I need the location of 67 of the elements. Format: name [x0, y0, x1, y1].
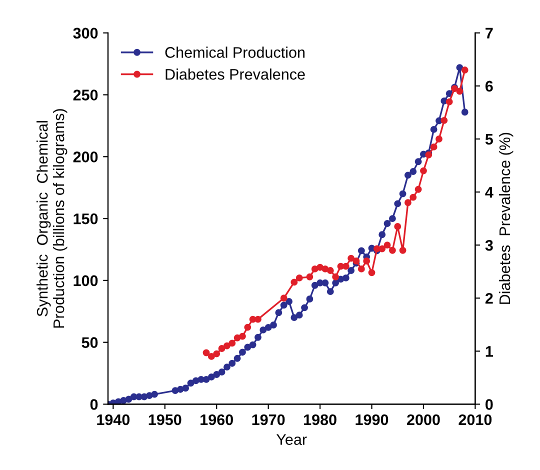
y-tick-label: 150 — [74, 213, 98, 224]
point — [358, 265, 365, 272]
point — [363, 258, 370, 264]
y2-tick-label: 7 — [486, 28, 493, 38]
x-tick-label: 1950 — [148, 414, 182, 426]
point — [410, 194, 417, 201]
point — [228, 340, 236, 347]
point — [461, 66, 468, 74]
x-tick-label: 2000 — [407, 414, 440, 426]
point — [296, 274, 303, 282]
point — [208, 352, 215, 360]
y-tick-label: 50 — [82, 337, 98, 348]
y2-tick-label: 3 — [485, 240, 493, 251]
x-tick-label: 1940 — [97, 414, 130, 426]
point — [436, 136, 442, 142]
point — [238, 332, 246, 340]
y-tick-label: 100 — [74, 275, 98, 286]
y-tick-label: 250 — [73, 90, 98, 100]
point — [254, 316, 262, 323]
x-tick-label: 1960 — [200, 414, 233, 426]
point — [322, 265, 329, 272]
legend-label: Chemical Production — [165, 46, 304, 58]
point — [456, 88, 464, 95]
point — [430, 143, 438, 150]
x-axis-title: Year — [276, 434, 307, 445]
y2-axis-title: Diabetes Prevalence (%) — [498, 132, 514, 304]
point — [213, 350, 220, 358]
point — [414, 186, 422, 193]
point — [342, 262, 350, 270]
y-tick-label: 200 — [73, 152, 98, 162]
y2-tick-label: 0 — [486, 399, 493, 410]
point — [223, 342, 230, 350]
point — [311, 265, 318, 272]
y2-tick-label: 1 — [486, 346, 493, 357]
point — [326, 267, 334, 274]
point — [348, 254, 355, 262]
x-tick-label: 2010 — [458, 414, 492, 426]
point — [244, 324, 252, 331]
point — [368, 269, 376, 276]
point — [446, 98, 453, 106]
y-tick-label: 0 — [90, 399, 98, 410]
point — [378, 245, 386, 252]
y2-tick-label: 2 — [485, 292, 493, 304]
y2-tick-label: 6 — [485, 80, 493, 92]
point — [316, 264, 324, 271]
point — [440, 116, 448, 124]
y-axis-title: Synthetic Organic Chemical Production (billions of kilograms) — [36, 109, 68, 328]
point — [352, 258, 360, 264]
point — [218, 345, 226, 352]
point — [388, 246, 396, 254]
y2-tick-label: 5 — [485, 134, 493, 145]
point — [306, 273, 314, 280]
legend-label: Diabetes Prevalence — [166, 68, 305, 80]
point — [394, 223, 402, 230]
x-tick-label: 1990 — [356, 414, 388, 426]
point — [384, 242, 391, 249]
point — [420, 167, 427, 174]
x-tick-label: 1980 — [304, 414, 336, 426]
point — [332, 273, 340, 280]
point — [280, 294, 288, 302]
y-tick-label: 300 — [73, 28, 98, 39]
point — [404, 199, 412, 206]
y2-tick-label: 4 — [485, 187, 494, 198]
x-tick-label: 1970 — [252, 414, 285, 426]
point — [290, 278, 298, 286]
point — [202, 349, 210, 356]
point — [399, 246, 406, 254]
